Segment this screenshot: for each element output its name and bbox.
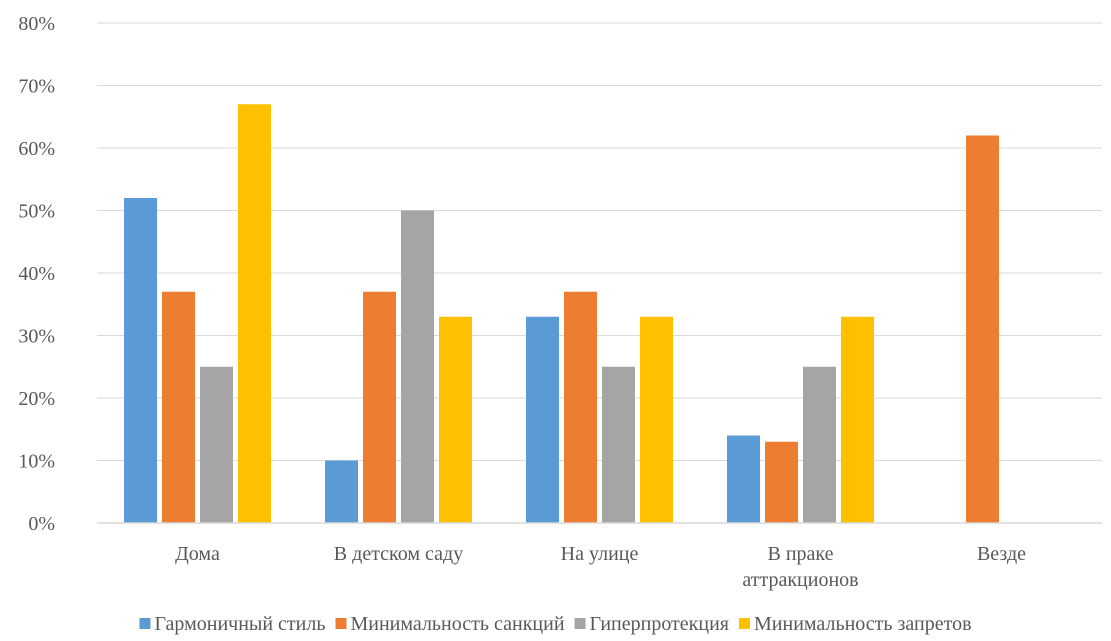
bars (124, 104, 999, 523)
bar (363, 291, 396, 523)
bar (439, 316, 472, 523)
y-axis-tick-labels: 0% 10% 20% 30% 40% 50% 60% 70% 80% (18, 13, 55, 535)
legend-label: Гиперпротекция (590, 613, 729, 635)
legend-swatch (739, 618, 751, 629)
x-category-label: аттракционов (742, 569, 858, 591)
legend-item: Гиперпротекция (574, 613, 729, 635)
bar (200, 366, 233, 523)
y-tick-label: 70% (18, 76, 55, 98)
y-tick-label: 20% (18, 388, 55, 410)
legend-swatch (574, 618, 586, 629)
bar (325, 460, 358, 523)
y-tick-label: 60% (18, 138, 55, 160)
y-tick-label: 30% (18, 326, 55, 348)
x-category-label: Дома (175, 543, 220, 565)
legend-swatch (335, 618, 347, 629)
y-tick-label: 0% (28, 513, 55, 535)
bar (526, 316, 559, 523)
category-labels: Дома В детском саду На улице В праке аттракц… (175, 543, 1026, 591)
x-category-label: В детском саду (334, 543, 463, 565)
y-tick-label: 40% (18, 263, 55, 285)
bar (803, 366, 836, 523)
x-category-label: Везде (977, 543, 1026, 565)
x-category-label: В праке (767, 543, 833, 565)
bar (564, 291, 597, 523)
y-tick-label: 80% (18, 13, 55, 35)
x-category-label: На улице (561, 543, 639, 565)
legend-swatch (139, 618, 151, 629)
legend-label: Гармоничный стиль (154, 613, 325, 635)
legend: Гармоничный стиль Минимальность санкций Ги… (139, 613, 972, 635)
bar (841, 316, 874, 523)
bar (401, 210, 434, 523)
legend-label: Минимальность запретов (754, 613, 972, 635)
bar (602, 366, 635, 523)
legend-label: Минимальность санкций (350, 613, 564, 635)
y-tick-label: 50% (18, 201, 55, 223)
legend-item: Минимальность запретов (739, 613, 972, 635)
bar (238, 104, 271, 523)
bar (765, 441, 798, 523)
y-tick-label: 10% (18, 451, 55, 473)
legend-item: Минимальность санкций (335, 613, 565, 635)
bar (640, 316, 673, 523)
bar (727, 435, 760, 523)
bar (162, 291, 195, 523)
legend-item: Гармоничный стиль (139, 613, 325, 635)
bar (966, 135, 999, 523)
bar (124, 198, 157, 523)
